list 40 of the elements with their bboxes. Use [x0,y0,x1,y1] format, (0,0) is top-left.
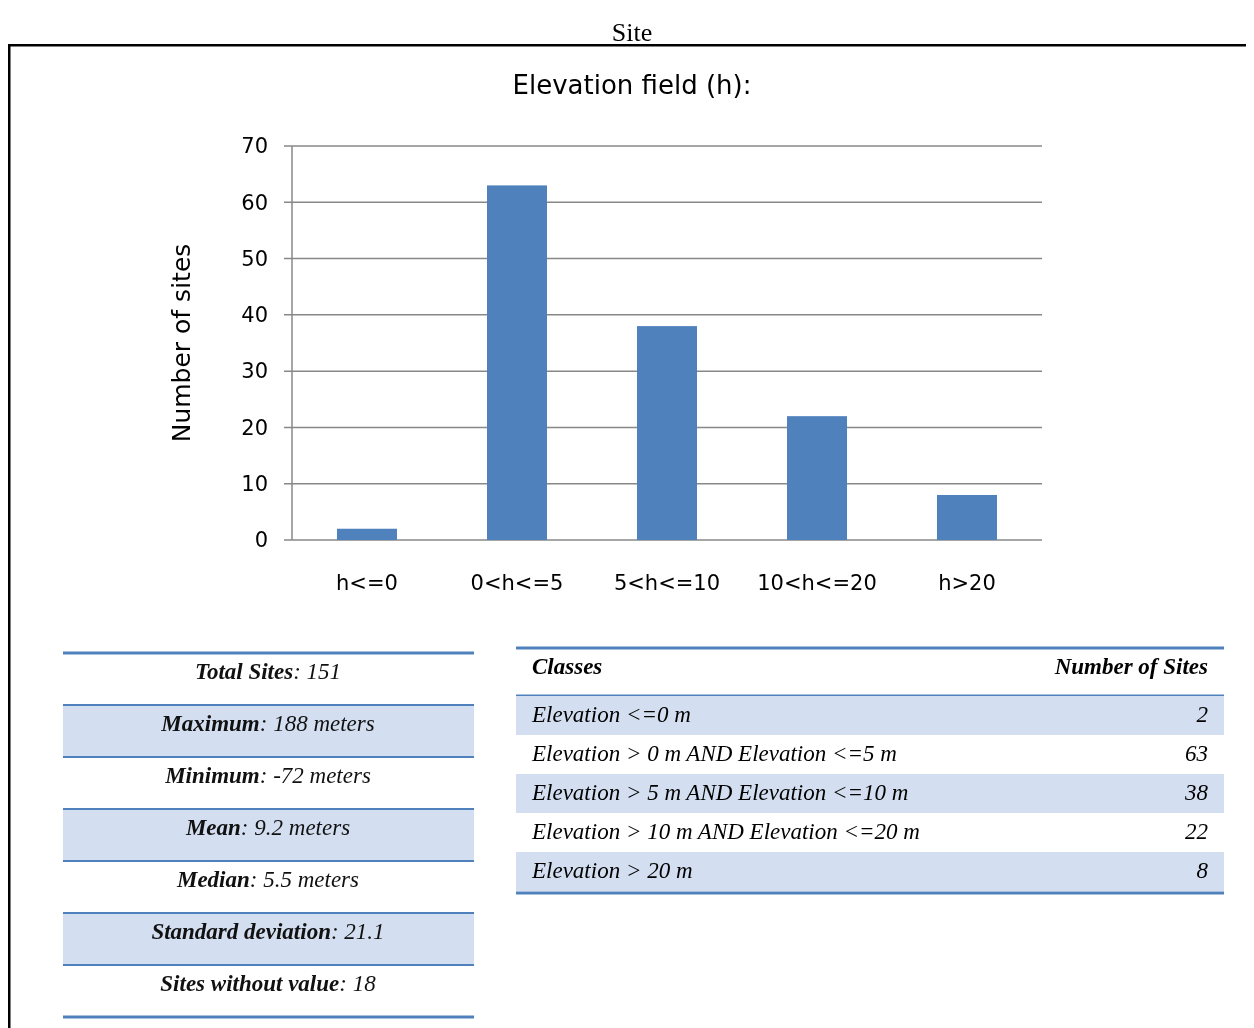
text: Elevation > 10 m AND Elevation <=20 m [531,819,920,844]
text: 63 [1185,741,1208,766]
text: Mean: 9.2 meters [184,815,351,840]
text: 2 [1196,702,1208,727]
x-tick-label: h>20 [938,571,996,595]
x-tick-label: 10<h<=20 [757,571,877,595]
text: Standard deviation: 21.1 [151,919,385,944]
y-tick-label: 10 [241,472,268,497]
text: Maximum: 188 meters [160,711,375,736]
text: Total Sites: 151 [194,659,342,684]
text: Sites without value: 18 [160,971,377,996]
text: Minimum: -72 meters [164,763,371,788]
bar [787,416,847,540]
y-tick-label: 60 [241,190,268,215]
text: 8 [1196,858,1209,883]
bar [337,528,397,540]
x-tick-label: h<=0 [336,571,398,595]
bar [937,494,997,540]
y-tick-label: 50 [241,246,268,271]
x-tick-label: 5<h<=10 [613,571,721,595]
chart-title: Site [611,18,653,47]
y-axis-title: Number of sites [167,243,196,443]
y-tick-label: 30 [241,359,268,384]
x-tick-label: 0<h<=5 [470,571,564,595]
text: Classes [532,654,603,679]
text: 22 [1185,819,1208,844]
y-tick-label: 20 [241,415,268,440]
text: Median: 5.5 meters [175,867,360,892]
text: 38 [1184,780,1209,805]
chart-subtitle: Elevation field (h): [512,70,752,100]
text: Number of Sites [1053,654,1209,679]
bar [487,185,547,540]
text: Elevation > 20 m [531,858,693,883]
y-tick-label: 0 [254,528,268,553]
y-tick-label: 40 [241,303,268,328]
y-tick-label: 70 [241,134,268,159]
text: Elevation <=0 m [531,702,691,727]
text: Elevation > 0 m AND Elevation <=5 m [531,741,897,766]
bar [637,326,697,540]
text: Elevation > 5 m AND Elevation <=10 m [531,780,909,805]
